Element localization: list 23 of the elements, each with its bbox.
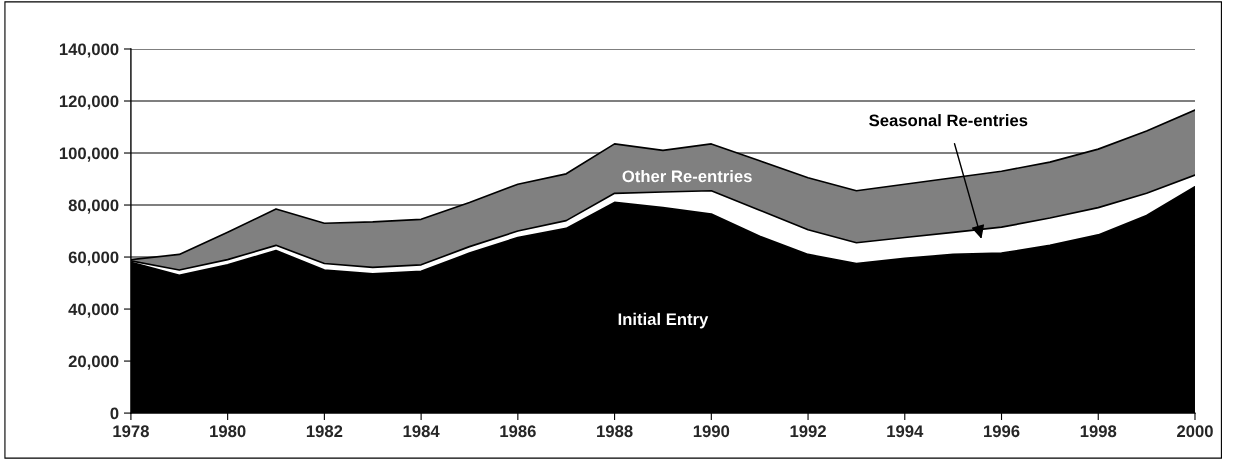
x-tick-label: 1988 — [597, 425, 633, 438]
series-label: Initial Entry — [618, 312, 709, 329]
series-label: Other Re-entries — [622, 169, 752, 183]
x-tick-label: 1982 — [306, 425, 343, 438]
text: Seasonal Re-entries — [869, 114, 1028, 127]
x-tick-label: 1980 — [210, 425, 246, 438]
y-tick-label: 20,000 — [68, 355, 119, 370]
y-tick-label: 100,000 — [59, 147, 119, 162]
y-tick-label: 140,000 — [59, 43, 119, 58]
x-tick-label: 1984 — [403, 425, 440, 438]
x-tick-label: 1978 — [113, 425, 149, 438]
x-tick-label: 1990 — [693, 425, 730, 438]
x-tick-label: 1994 — [887, 425, 924, 438]
x-tick-label: 1992 — [790, 425, 826, 438]
x-tick-label: 2000 — [1177, 425, 1213, 438]
y-tick-label: 40,000 — [68, 303, 119, 318]
y-tick-label: 120,000 — [59, 95, 119, 110]
y-tick-label: 0 — [110, 407, 119, 420]
y-tick-label: 60,000 — [68, 251, 119, 266]
x-tick-label: 1996 — [984, 425, 1020, 438]
y-tick-label: 80,000 — [68, 199, 119, 214]
x-tick-label: 1986 — [500, 425, 536, 438]
x-tick-label: 1998 — [1080, 425, 1117, 438]
